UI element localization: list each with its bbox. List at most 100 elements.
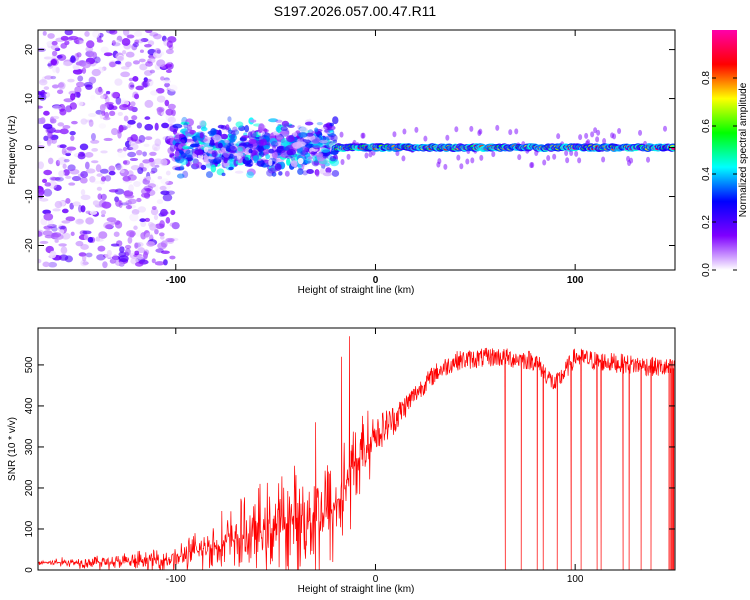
heatmap-cell	[151, 258, 156, 264]
heatmap-cell	[155, 87, 165, 94]
heatmap-cell	[292, 132, 298, 138]
heatmap-cell	[89, 51, 97, 58]
heatmap-cell	[65, 152, 72, 157]
heatmap-cell	[314, 127, 319, 133]
heatmap-cell	[62, 163, 67, 169]
heatmap-cell	[42, 30, 47, 36]
heatmap-cell	[50, 75, 57, 80]
heatmap-cell	[56, 54, 63, 59]
heatmap-cell	[331, 170, 340, 177]
heatmap-cell	[64, 30, 73, 36]
heatmap-cell	[196, 125, 202, 129]
heatmap-cell	[156, 199, 164, 205]
heatmap-cell	[125, 51, 135, 58]
heatmap-cell	[133, 30, 143, 37]
heatmap-cell	[423, 135, 428, 142]
heatmap-cell	[102, 116, 111, 121]
heatmap-cell	[124, 248, 131, 256]
heatmap-cell	[72, 201, 81, 207]
heatmap-cell	[258, 123, 265, 131]
heatmap-cell	[101, 214, 106, 218]
heatmap-cell	[69, 130, 76, 136]
heatmap-cell	[47, 63, 52, 67]
heatmap-cell	[109, 61, 116, 68]
heatmap-cell	[61, 220, 71, 224]
heatmap-cell	[97, 193, 103, 200]
heatmap-cell	[126, 146, 134, 151]
heatmap-cell	[154, 261, 165, 266]
heatmap-cell	[81, 61, 91, 69]
snr-y-tick-label: 300	[24, 438, 35, 455]
heatmap-cell	[265, 154, 271, 160]
heatmap-cell	[138, 177, 148, 185]
heatmap-cell	[147, 179, 155, 184]
heatmap-cell	[44, 234, 54, 239]
heatmap-cell	[38, 108, 43, 112]
heatmap-cell	[90, 94, 96, 101]
heatmap-cell	[183, 127, 189, 132]
heatmap-cell	[266, 134, 271, 141]
heatmap-cell	[46, 224, 57, 229]
heatmap-cell	[402, 128, 407, 135]
heatmap-cell	[129, 157, 139, 162]
heatmap-cell	[114, 219, 121, 225]
heatmap-cell	[103, 137, 113, 142]
heatmap-cell	[126, 230, 136, 238]
heatmap-cell	[248, 138, 257, 145]
heatmap-cell	[143, 78, 152, 82]
heatmap-cell	[140, 232, 147, 240]
heatmap-cell	[91, 160, 99, 164]
heatmap-cell	[145, 30, 153, 34]
heatmap-cell	[290, 156, 296, 162]
heatmap-cell	[84, 30, 90, 37]
heatmap-cell	[122, 160, 131, 166]
heatmap-cell	[132, 75, 139, 82]
heatmap-cell	[68, 182, 76, 186]
heatmap-cell	[203, 154, 208, 163]
heatmap-cell	[564, 149, 569, 156]
heatmap-cell	[246, 171, 254, 179]
heatmap-cell	[192, 158, 200, 167]
heatmap-cell	[108, 189, 119, 193]
heatmap-cell	[49, 250, 57, 259]
heatmap-cell	[229, 145, 237, 154]
heatmap-cell	[465, 158, 470, 165]
heatmap-cell	[42, 178, 48, 183]
heatmap-cell	[51, 40, 58, 46]
heatmap-cell	[143, 185, 154, 192]
heatmap-cell	[160, 178, 169, 185]
heatmap-cell	[136, 122, 142, 129]
heatmap-cell	[47, 157, 54, 165]
heatmap-cell	[508, 129, 513, 136]
heatmap-cell	[141, 187, 151, 196]
heatmap-cell	[108, 170, 116, 176]
heatmap-cell	[62, 169, 70, 176]
heatmap-cell	[90, 133, 96, 141]
heatmap-cell	[312, 143, 322, 148]
heatmap-cell	[137, 38, 144, 44]
heatmap-cell	[223, 156, 228, 164]
colorbar-title: Normalized spectral amplitude	[738, 82, 749, 217]
heatmap-cell	[414, 126, 419, 133]
heatmap-cell	[160, 190, 170, 196]
heatmap-cell	[443, 163, 448, 170]
heatmap-cell	[100, 150, 108, 154]
heatmap-cell	[55, 176, 64, 182]
heatmap-cell	[114, 78, 123, 86]
heatmap-cell	[210, 128, 217, 136]
heatmap-cell	[99, 168, 109, 174]
heatmap-cell	[151, 206, 157, 210]
heatmap-cell	[43, 188, 53, 197]
heatmap-cell	[80, 118, 88, 125]
heatmap-cell	[103, 52, 113, 57]
snr-y-tick-label: 0	[24, 567, 35, 573]
heatmap-cell	[437, 158, 442, 165]
heatmap-cell	[149, 151, 157, 156]
heatmap-cell	[84, 152, 94, 158]
heatmap-cell	[130, 134, 139, 142]
heatmap-cell	[306, 169, 314, 174]
heatmap-cell	[602, 138, 607, 145]
heatmap-cell	[38, 188, 45, 195]
heatmap-cell	[92, 30, 101, 38]
heatmap-cell	[225, 124, 230, 132]
